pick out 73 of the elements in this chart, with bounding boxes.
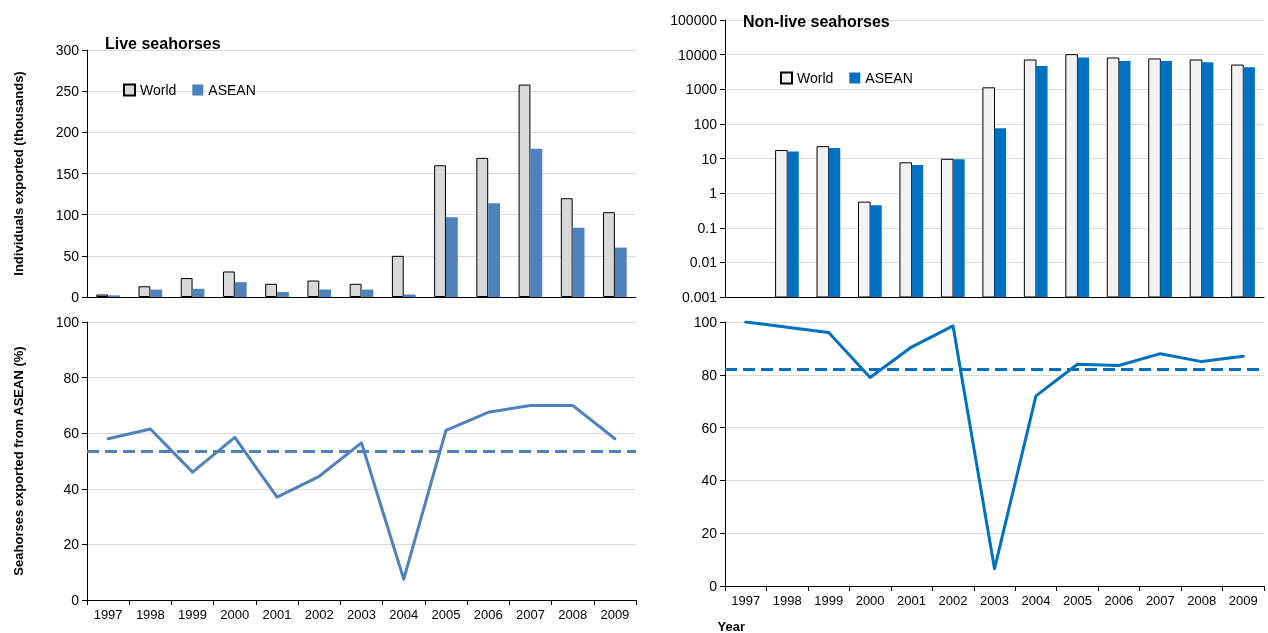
y-tick-label: 0.001 — [681, 289, 718, 305]
x-tick-label: 2000 — [220, 607, 250, 622]
y-tick-label: 0 — [71, 592, 80, 608]
bar — [150, 289, 163, 297]
y-tick-label: 60 — [63, 425, 80, 442]
x-tick-label: 2006 — [473, 607, 503, 622]
y-tick-label: 80 — [701, 366, 718, 383]
y-axis-title: Individuals exported (thousands) — [11, 71, 26, 276]
x-tick-label: 2003 — [980, 593, 1009, 608]
x-tick-label: 2000 — [855, 593, 885, 608]
bar — [614, 247, 627, 297]
y-tick-label: 0.1 — [697, 219, 718, 236]
x-tick-label: 2007 — [515, 607, 545, 622]
y-tick-label: 100 — [55, 314, 80, 330]
x-tick-label: 1997 — [93, 607, 123, 622]
y-tick-label: 1000 — [685, 81, 718, 98]
y-tick-label: 0 — [709, 578, 718, 594]
x-tick-label: 2002 — [304, 607, 334, 622]
y-tick-label: 100 — [55, 206, 80, 223]
bar — [488, 203, 501, 297]
x-tick-label: 2006 — [1104, 593, 1134, 608]
y-tick-label: 200 — [55, 124, 80, 141]
x-tick-label: 2001 — [262, 607, 292, 622]
x-tick-label: 2002 — [938, 593, 968, 608]
bar — [277, 292, 289, 297]
x-tick-label: 2004 — [1021, 593, 1051, 608]
x-tick-label: 2005 — [1062, 593, 1092, 608]
legend-label: ASEAN — [865, 70, 913, 86]
y-tick-label: 20 — [63, 536, 80, 553]
y-tick-label: 40 — [701, 472, 718, 489]
bar — [445, 217, 458, 297]
bar — [319, 289, 332, 297]
y-tick-label: 300 — [55, 42, 80, 58]
x-tick-label: 2005 — [431, 607, 461, 622]
x-tick-label: 2009 — [600, 607, 630, 622]
x-tick-label: 1998 — [772, 593, 802, 608]
y-tick-label: 10000 — [678, 46, 718, 63]
chart-title: Live seahorses — [105, 34, 221, 52]
y-axis-title: Seahorses exported from ASEAN (%) — [11, 346, 26, 576]
x-tick-label: 2009 — [1228, 593, 1258, 608]
y-tick-label: 250 — [55, 83, 80, 100]
x-tick-label: 2008 — [558, 607, 588, 622]
y-tick-label: 0 — [71, 289, 80, 305]
x-tick-label: 2003 — [347, 607, 376, 622]
y-tick-label: 40 — [63, 480, 80, 497]
y-tick-label: 60 — [701, 419, 718, 436]
x-tick-label: 1998 — [135, 607, 165, 622]
legend-label: World — [797, 70, 834, 86]
y-tick-label: 100 — [693, 115, 718, 132]
bar — [530, 148, 543, 297]
bar — [192, 288, 205, 297]
y-tick-label: 100000 — [670, 12, 718, 28]
y-tick-label: 20 — [701, 525, 718, 542]
y-tick-label: 0.01 — [689, 254, 718, 271]
y-tick-label: 100 — [693, 314, 718, 330]
bar — [234, 282, 247, 297]
x-tick-label: 2001 — [897, 593, 927, 608]
y-tick-label: 150 — [55, 165, 80, 182]
legend-label: World — [140, 82, 177, 98]
x-axis-title: Year — [717, 619, 745, 633]
chart-title: Non-live seahorses — [743, 12, 890, 30]
x-tick-label: 1997 — [731, 593, 761, 608]
x-tick-label: 1999 — [178, 607, 208, 622]
x-tick-label: 2007 — [1145, 593, 1175, 608]
y-tick-label: 1 — [709, 185, 718, 202]
x-tick-label: 2008 — [1187, 593, 1217, 608]
y-tick-label: 50 — [63, 247, 80, 264]
legend-label: ASEAN — [208, 82, 256, 98]
bar — [572, 227, 585, 297]
y-tick-label: 80 — [63, 369, 80, 386]
x-tick-label: 2004 — [389, 607, 419, 622]
x-tick-label: 1999 — [814, 593, 844, 608]
y-tick-label: 10 — [701, 150, 718, 167]
